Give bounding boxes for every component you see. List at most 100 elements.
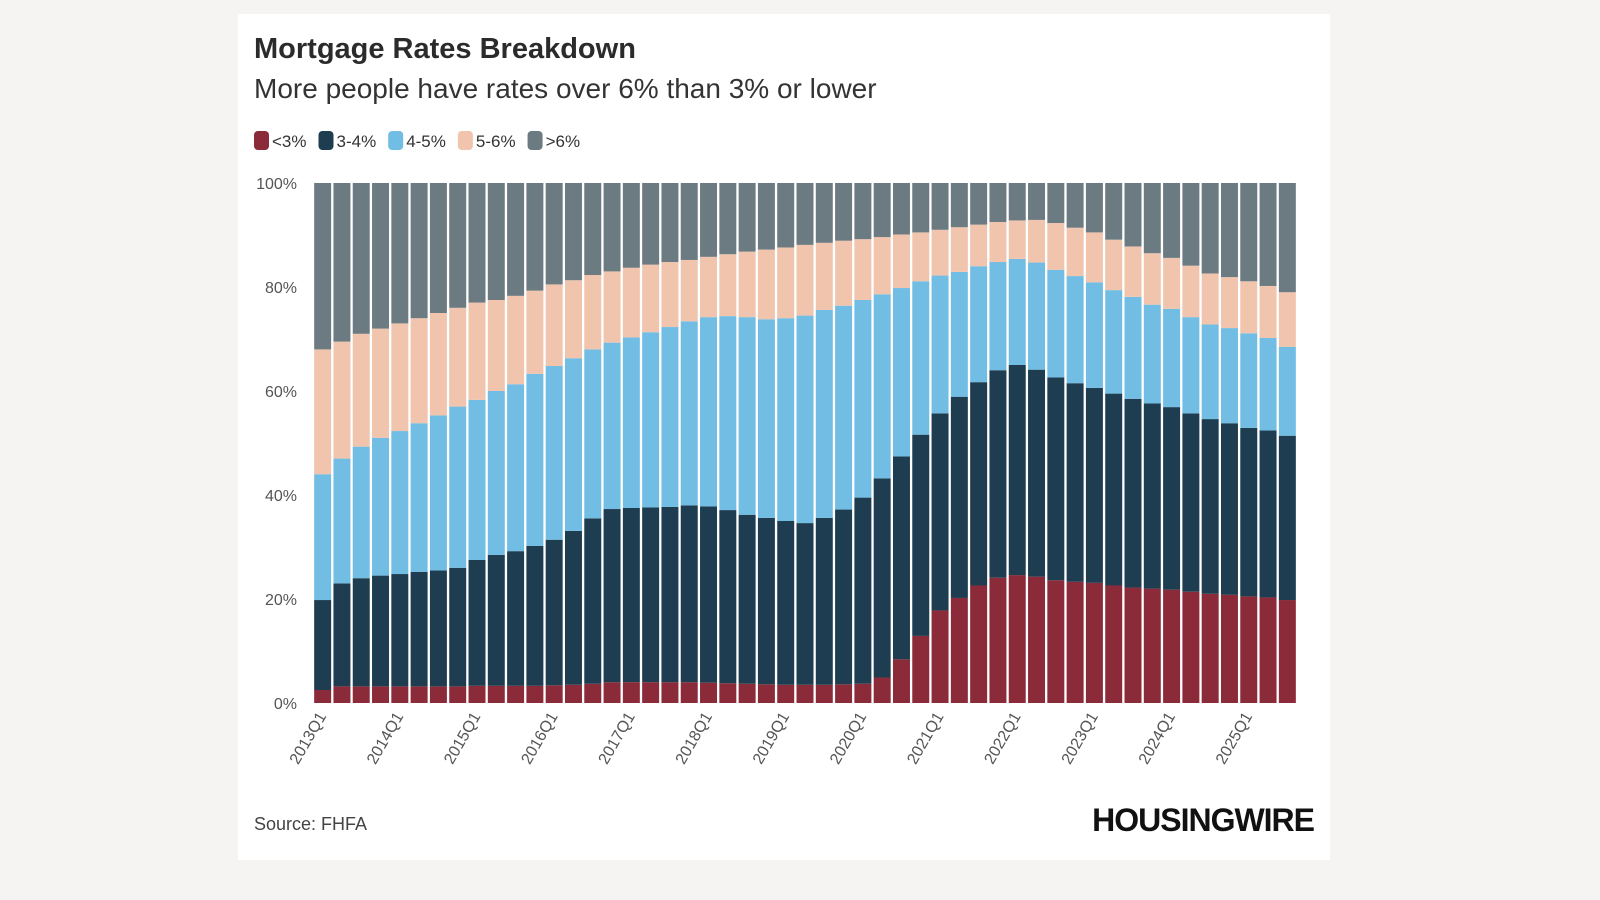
- bar-segment: [603, 342, 621, 510]
- bar-segment: [1105, 239, 1123, 291]
- bar-segment: [1182, 591, 1200, 703]
- bar-segment: [603, 682, 621, 703]
- bar-segment: [1124, 183, 1142, 247]
- bar-segment: [642, 183, 660, 265]
- bar-segment: [564, 183, 582, 281]
- bar-segment: [584, 518, 602, 684]
- bar-segment: [333, 341, 351, 459]
- bar-segment: [1047, 183, 1065, 224]
- bar-segment: [526, 290, 544, 374]
- bar-segment: [1201, 593, 1219, 703]
- bar-segment: [1105, 393, 1123, 586]
- bar-segment: [989, 183, 1007, 222]
- bar-segment: [507, 295, 525, 385]
- bar-segment: [352, 686, 370, 703]
- bar-segment: [970, 382, 988, 586]
- bar-segment: [854, 300, 872, 498]
- bar-segment: [333, 686, 351, 703]
- bar-segment: [545, 685, 563, 703]
- bar-segment: [1143, 183, 1161, 254]
- bar-segment: [700, 317, 718, 507]
- bar-segment: [1008, 258, 1026, 365]
- bar-segment: [1201, 419, 1219, 594]
- bar-segment: [835, 240, 853, 306]
- bar-segment: [410, 318, 428, 424]
- legend-swatch: [254, 131, 269, 150]
- bar-segment: [912, 232, 930, 282]
- bar-segment: [873, 183, 891, 238]
- bar-segment: [1201, 324, 1219, 420]
- bar-segment: [1143, 304, 1161, 404]
- bar-segment: [352, 183, 370, 334]
- bar-segment: [931, 275, 949, 414]
- bar-segment: [835, 684, 853, 703]
- bar-segment: [1143, 253, 1161, 305]
- bar-segment: [449, 406, 467, 568]
- bar-segment: [545, 284, 563, 367]
- legend-label: <3%: [272, 132, 307, 151]
- bar-segment: [950, 271, 968, 397]
- bar-segment: [1163, 308, 1181, 408]
- bar-segment: [1028, 369, 1046, 577]
- bar-segment: [680, 183, 698, 260]
- bar-segment: [1182, 265, 1200, 318]
- bar-segment: [314, 183, 332, 350]
- bar-segment: [545, 539, 563, 686]
- bar-segment: [1124, 296, 1142, 399]
- legend-swatch: [388, 131, 404, 150]
- bar-segment: [912, 183, 930, 233]
- bar-segment: [526, 373, 544, 546]
- bar-segment: [1028, 219, 1046, 263]
- bar-segment: [1240, 333, 1258, 428]
- bar-segment: [815, 242, 833, 310]
- bar-segment: [912, 434, 930, 636]
- bar-segment: [854, 497, 872, 684]
- bar-segment: [931, 610, 949, 703]
- bar-segment: [545, 183, 563, 285]
- bar-segment: [1259, 597, 1277, 703]
- bar-segment: [700, 682, 718, 703]
- bar-segment: [873, 478, 891, 678]
- bar-segment: [1278, 346, 1296, 436]
- bar-segment: [410, 571, 428, 687]
- legend-label: >6%: [546, 132, 581, 151]
- bar-segment: [931, 183, 949, 230]
- bar-segment: [1028, 183, 1046, 220]
- bar-segment: [873, 294, 891, 479]
- bar-segment: [1085, 582, 1103, 703]
- bar-segment: [507, 685, 525, 703]
- bar-segment: [970, 585, 988, 703]
- bar-segment: [970, 224, 988, 267]
- bar-segment: [449, 567, 467, 687]
- bar-segment: [970, 266, 988, 383]
- bar-segment: [680, 505, 698, 683]
- bar-segment: [1163, 257, 1181, 309]
- bar-segment: [815, 517, 833, 685]
- bar-segment: [487, 554, 505, 686]
- bar-segment: [564, 530, 582, 685]
- bar-segment: [314, 600, 332, 690]
- bar-segment: [410, 423, 428, 572]
- bar-segment: [333, 458, 351, 584]
- bar-segment: [584, 683, 602, 703]
- bar-segment: [429, 686, 447, 703]
- bar-segment: [1278, 292, 1296, 347]
- bar-segment: [487, 183, 505, 300]
- bar-segment: [970, 183, 988, 225]
- bar-segment: [738, 251, 756, 318]
- bar-segment: [391, 686, 409, 703]
- bar-segment: [835, 183, 853, 241]
- bar-segment: [429, 183, 447, 313]
- bar-segment: [777, 684, 795, 703]
- bar-segment: [719, 183, 737, 255]
- source: Source: FHFA: [254, 814, 367, 834]
- bar-segment: [892, 659, 910, 703]
- bar-segment: [796, 244, 814, 316]
- bar-segment: [1028, 576, 1046, 703]
- bar-segment: [661, 327, 679, 507]
- bar-segment: [1105, 290, 1123, 394]
- bar-segment: [622, 337, 640, 508]
- bar-segment: [642, 332, 660, 508]
- brand-logo: HOUSINGWIRE: [1092, 802, 1315, 838]
